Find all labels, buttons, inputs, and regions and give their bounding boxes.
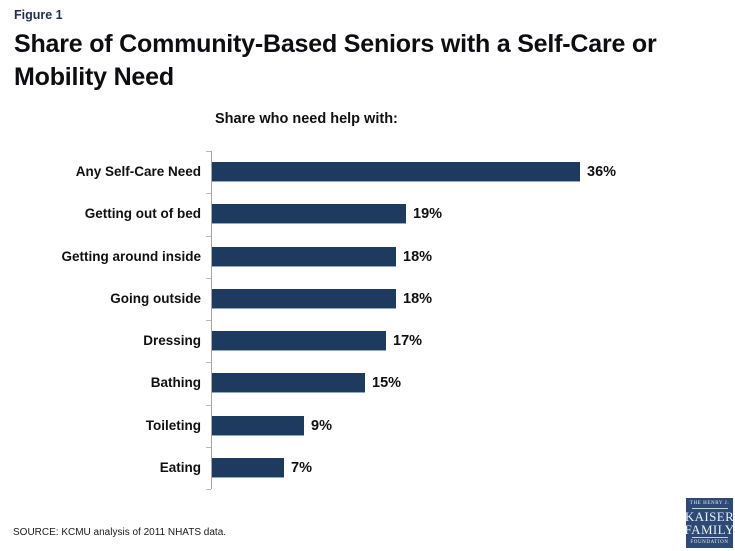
logo-text-top: THE HENRY J. — [689, 501, 730, 506]
value-label: 17% — [393, 333, 423, 350]
axis-tick — [206, 236, 211, 237]
bar — [212, 331, 386, 352]
page-title: Share of Community-Based Seniors with a … — [14, 30, 657, 92]
bar — [212, 457, 284, 478]
category-label: Dressing — [143, 333, 201, 349]
axis-tick — [206, 193, 211, 194]
bar — [212, 204, 406, 225]
value-label: 18% — [403, 290, 433, 307]
bar — [212, 415, 304, 436]
category-label: Bathing — [150, 375, 201, 391]
axis-tick — [206, 447, 211, 448]
logo-divider-bottom — [691, 537, 728, 538]
axis-tick — [206, 278, 211, 279]
logo-text-kaiser: KAISER — [684, 509, 735, 524]
category-label: Getting around inside — [61, 248, 201, 264]
figure-label: Figure 1 — [14, 8, 63, 22]
axis-tick — [206, 151, 211, 152]
value-label: 19% — [413, 206, 443, 223]
kaiser-family-foundation-logo: THE HENRY J. KAISER FAMILY FOUNDATION — [684, 498, 735, 548]
value-label: 9% — [311, 417, 332, 434]
axis-tick — [206, 405, 211, 406]
category-label: Toileting — [145, 417, 201, 433]
category-axis-line — [211, 151, 212, 489]
source-note: SOURCE: KCMU analysis of 2011 NHATS data… — [13, 527, 227, 538]
bar — [212, 162, 580, 183]
value-label: 36% — [587, 164, 617, 181]
bar — [212, 246, 396, 267]
logo-text-family: FAMILY — [684, 522, 735, 537]
bar — [212, 288, 396, 309]
axis-tick — [206, 320, 211, 321]
category-label: Any Self-Care Need — [75, 164, 201, 180]
value-label: 18% — [403, 248, 433, 265]
bar — [212, 373, 365, 394]
axis-tick — [206, 489, 211, 490]
category-label: Eating — [159, 459, 201, 475]
category-label: Going outside — [110, 290, 201, 306]
logo-text-foundation: FOUNDATION — [690, 540, 729, 545]
category-label: Getting out of bed — [84, 206, 201, 222]
value-label: 7% — [291, 459, 312, 476]
axis-tick — [206, 362, 211, 363]
value-label: 15% — [372, 375, 402, 392]
chart-subtitle: Share who need help with: — [215, 111, 398, 127]
logo-divider-top — [691, 508, 728, 509]
